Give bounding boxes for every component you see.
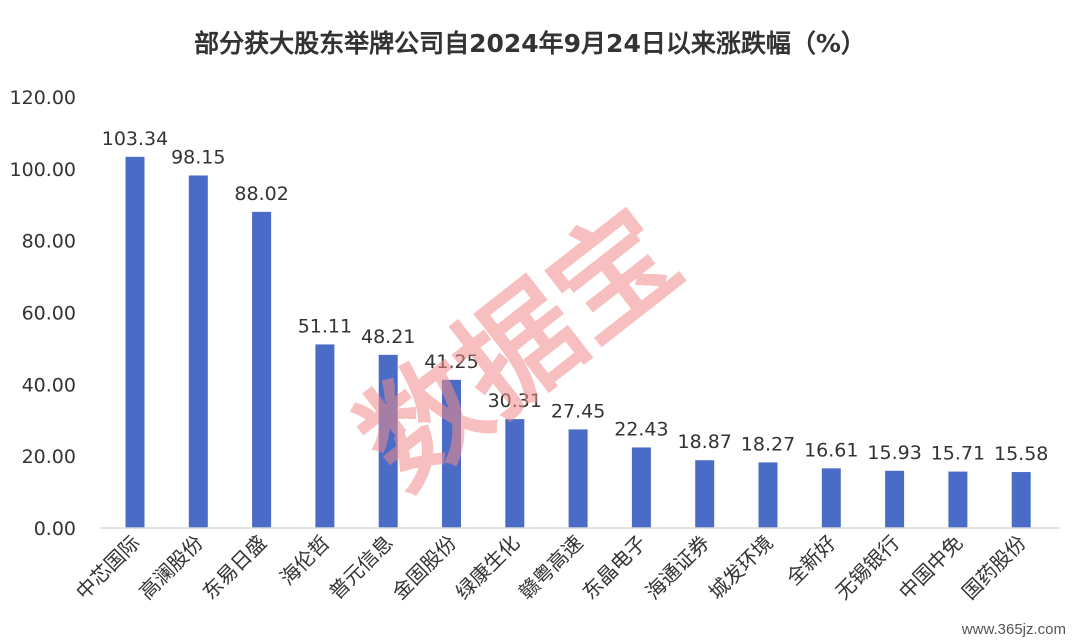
bar bbox=[125, 156, 145, 529]
y-axis: 0.00 20.00 40.00 60.00 80.00 100.00 120.00 bbox=[10, 87, 76, 540]
bar bbox=[568, 429, 588, 528]
data-label: 15.93 bbox=[867, 442, 921, 464]
data-label: 88.02 bbox=[234, 183, 288, 205]
data-label: 18.87 bbox=[677, 431, 731, 453]
bar bbox=[188, 175, 208, 529]
y-tick-label: 20.00 bbox=[22, 446, 76, 468]
bars-group bbox=[125, 156, 1031, 529]
y-tick-label: 80.00 bbox=[22, 231, 76, 253]
x-tick-label: 高澜股份 bbox=[134, 531, 208, 605]
x-tick-label: 东晶电子 bbox=[577, 531, 651, 605]
y-tick-label: 0.00 bbox=[34, 518, 76, 540]
bar bbox=[252, 211, 272, 528]
data-label: 27.45 bbox=[551, 400, 605, 422]
bar bbox=[885, 470, 905, 528]
data-label: 18.27 bbox=[741, 433, 795, 455]
data-label: 48.21 bbox=[361, 326, 415, 348]
data-label: 16.61 bbox=[804, 439, 858, 461]
bar bbox=[505, 419, 525, 528]
chart-title: 部分获大股东举牌公司自2024年9月24日以来涨跌幅（%） bbox=[194, 29, 866, 58]
x-tick-label: 东易日盛 bbox=[198, 531, 272, 605]
x-tick-label: 海通证券 bbox=[641, 531, 715, 605]
bar bbox=[821, 468, 841, 528]
x-tick-label: 海伦哲 bbox=[275, 531, 334, 590]
data-label: 41.25 bbox=[424, 351, 478, 373]
x-tick-label: 无锡银行 bbox=[831, 531, 905, 605]
y-tick-label: 60.00 bbox=[22, 303, 76, 325]
x-tick-label: 普元信息 bbox=[324, 531, 398, 605]
y-tick-label: 100.00 bbox=[10, 159, 76, 181]
data-label: 51.11 bbox=[298, 315, 352, 337]
data-label: 15.58 bbox=[994, 443, 1048, 465]
x-tick-label: 国药股份 bbox=[957, 531, 1031, 605]
data-label: 15.71 bbox=[931, 443, 985, 465]
y-tick-label: 120.00 bbox=[10, 87, 76, 109]
data-label: 98.15 bbox=[171, 146, 225, 168]
x-tick-label: 全新好 bbox=[781, 531, 840, 590]
bar bbox=[1011, 472, 1031, 528]
bar bbox=[758, 462, 778, 528]
bar bbox=[442, 379, 461, 528]
x-tick-label: 城发环境 bbox=[704, 531, 778, 605]
data-label: 22.43 bbox=[614, 418, 668, 440]
bar bbox=[378, 354, 398, 528]
bar bbox=[948, 471, 968, 528]
y-tick-label: 40.00 bbox=[22, 374, 76, 396]
x-tick-label: 赣粤高速 bbox=[514, 531, 588, 605]
data-label: 103.34 bbox=[102, 128, 168, 150]
x-tick-label: 中芯国际 bbox=[71, 531, 145, 605]
x-tick-label: 中国中免 bbox=[894, 531, 968, 605]
data-label: 30.31 bbox=[488, 390, 542, 412]
x-tick-label: 金固股份 bbox=[387, 531, 461, 605]
site-watermark: www.365jz.com bbox=[961, 621, 1066, 638]
bar bbox=[695, 460, 715, 528]
x-tick-label: 绿康生化 bbox=[451, 531, 525, 605]
bar bbox=[631, 447, 651, 528]
bar bbox=[315, 344, 335, 528]
